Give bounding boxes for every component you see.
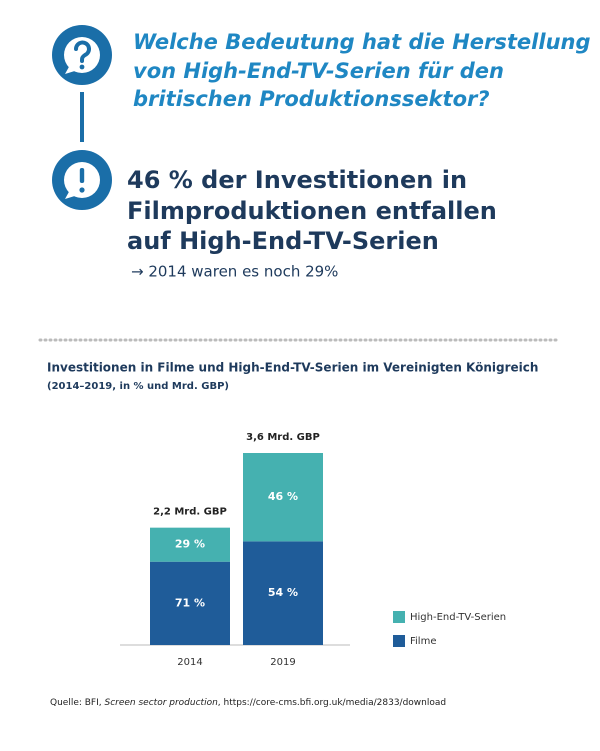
answer-line: auf High-End-TV-Serien xyxy=(127,227,439,255)
infographic: Welche Bedeutung hat die Herstellung von… xyxy=(38,25,591,668)
answer-note: → 2014 waren es noch 29% xyxy=(131,263,338,281)
question-line: Welche Bedeutung hat die Herstellung xyxy=(133,30,591,54)
answer-line: 46 % der Investitionen in xyxy=(127,166,467,194)
legend-label: Filme xyxy=(410,636,436,647)
x-tick-label: 2019 xyxy=(270,657,295,668)
bar-segment xyxy=(243,453,323,542)
x-tick-label: 2014 xyxy=(177,657,202,668)
segment-label: 46 % xyxy=(268,490,298,503)
source-title: Screen sector production xyxy=(104,698,218,708)
bar-segment xyxy=(150,561,230,645)
answer-icon xyxy=(52,150,112,210)
source: Quelle: BFI, Screen sector production, h… xyxy=(50,698,446,708)
chart-title: Investitionen in Filme und High-End-TV-S… xyxy=(47,361,538,375)
legend-swatch xyxy=(393,635,405,647)
legend-swatch xyxy=(393,611,405,623)
chart-subtitle: (2014–2019, in % und Mrd. GBP) xyxy=(47,381,229,392)
bar-segment xyxy=(243,541,323,645)
total-label: 3,6 Mrd. GBP xyxy=(246,432,320,443)
segment-label: 71 % xyxy=(175,596,205,609)
question-line: britischen Produktionssektor? xyxy=(133,87,490,111)
source-suffix: , https://core-cms.bfi.org.uk/media/2833… xyxy=(217,698,447,708)
bar-segment xyxy=(150,527,230,562)
segment-label: 29 % xyxy=(175,538,205,551)
question-icon xyxy=(52,25,112,85)
answer-line: Filmproduktionen entfallen xyxy=(127,197,497,225)
segment-label: 54 % xyxy=(268,586,298,599)
total-label: 2,2 Mrd. GBP xyxy=(153,507,227,518)
source-prefix: Quelle: BFI, xyxy=(50,698,105,708)
question-line: von High-End-TV-Serien für den xyxy=(133,59,504,83)
legend-label: High-End-TV-Serien xyxy=(410,612,506,623)
